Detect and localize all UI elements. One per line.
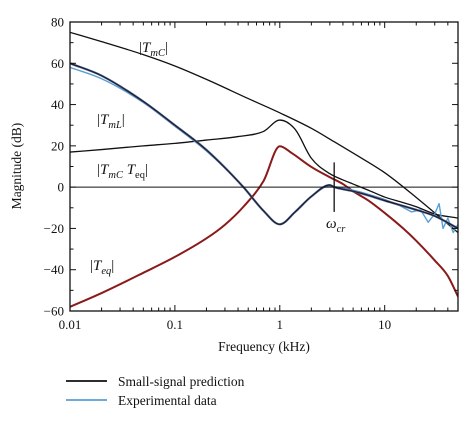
legend-label-prediction: Small-signal prediction bbox=[118, 374, 245, 389]
y-tick-label: 0 bbox=[58, 180, 65, 195]
series-line-t-ml bbox=[70, 119, 458, 219]
y-tick-label: 40 bbox=[51, 97, 64, 112]
y-tick-label: 80 bbox=[51, 15, 64, 30]
y-tick-label: −20 bbox=[44, 221, 64, 236]
annotation-wcr: ωcr bbox=[326, 216, 346, 235]
annotation-teq: |Teq| bbox=[90, 258, 114, 277]
tick-labels: 0.01 0.1 1 10 80 60 40 20 0 −20 −40 −60 bbox=[44, 15, 392, 333]
legend-label-experimental: Experimental data bbox=[118, 393, 217, 408]
annotation-tml: |TmL| bbox=[97, 112, 125, 131]
series-line-t-mc bbox=[70, 31, 458, 234]
y-tick-label: 20 bbox=[51, 138, 64, 153]
x-tick-label: 0.1 bbox=[167, 317, 183, 332]
x-tick-label: 1 bbox=[277, 317, 284, 332]
axis-ticks bbox=[69, 21, 459, 312]
series-line-loop-prediction bbox=[70, 62, 458, 229]
legend: Small-signal prediction Experimental dat… bbox=[66, 374, 245, 408]
x-tick-label: 0.01 bbox=[59, 317, 82, 332]
annotation-loop: |TmC Teq| bbox=[97, 162, 148, 181]
curve-annotations: |TmC| |TmL| |TmC Teq| |Teq| ωcr bbox=[90, 40, 346, 277]
y-tick-label: 60 bbox=[51, 56, 64, 71]
series-line-t-mc-t-eq bbox=[70, 62, 458, 230]
annotation-tmc: |TmC| bbox=[139, 40, 168, 59]
curves-group bbox=[70, 31, 458, 308]
y-tick-label: −40 bbox=[44, 262, 64, 277]
x-axis-label: Frequency (kHz) bbox=[218, 339, 310, 354]
series-line-t-eq bbox=[70, 145, 458, 308]
y-tick-label: −60 bbox=[44, 304, 64, 319]
x-tick-label: 10 bbox=[378, 317, 391, 332]
y-axis-label: Magnitude (dB) bbox=[9, 123, 24, 210]
